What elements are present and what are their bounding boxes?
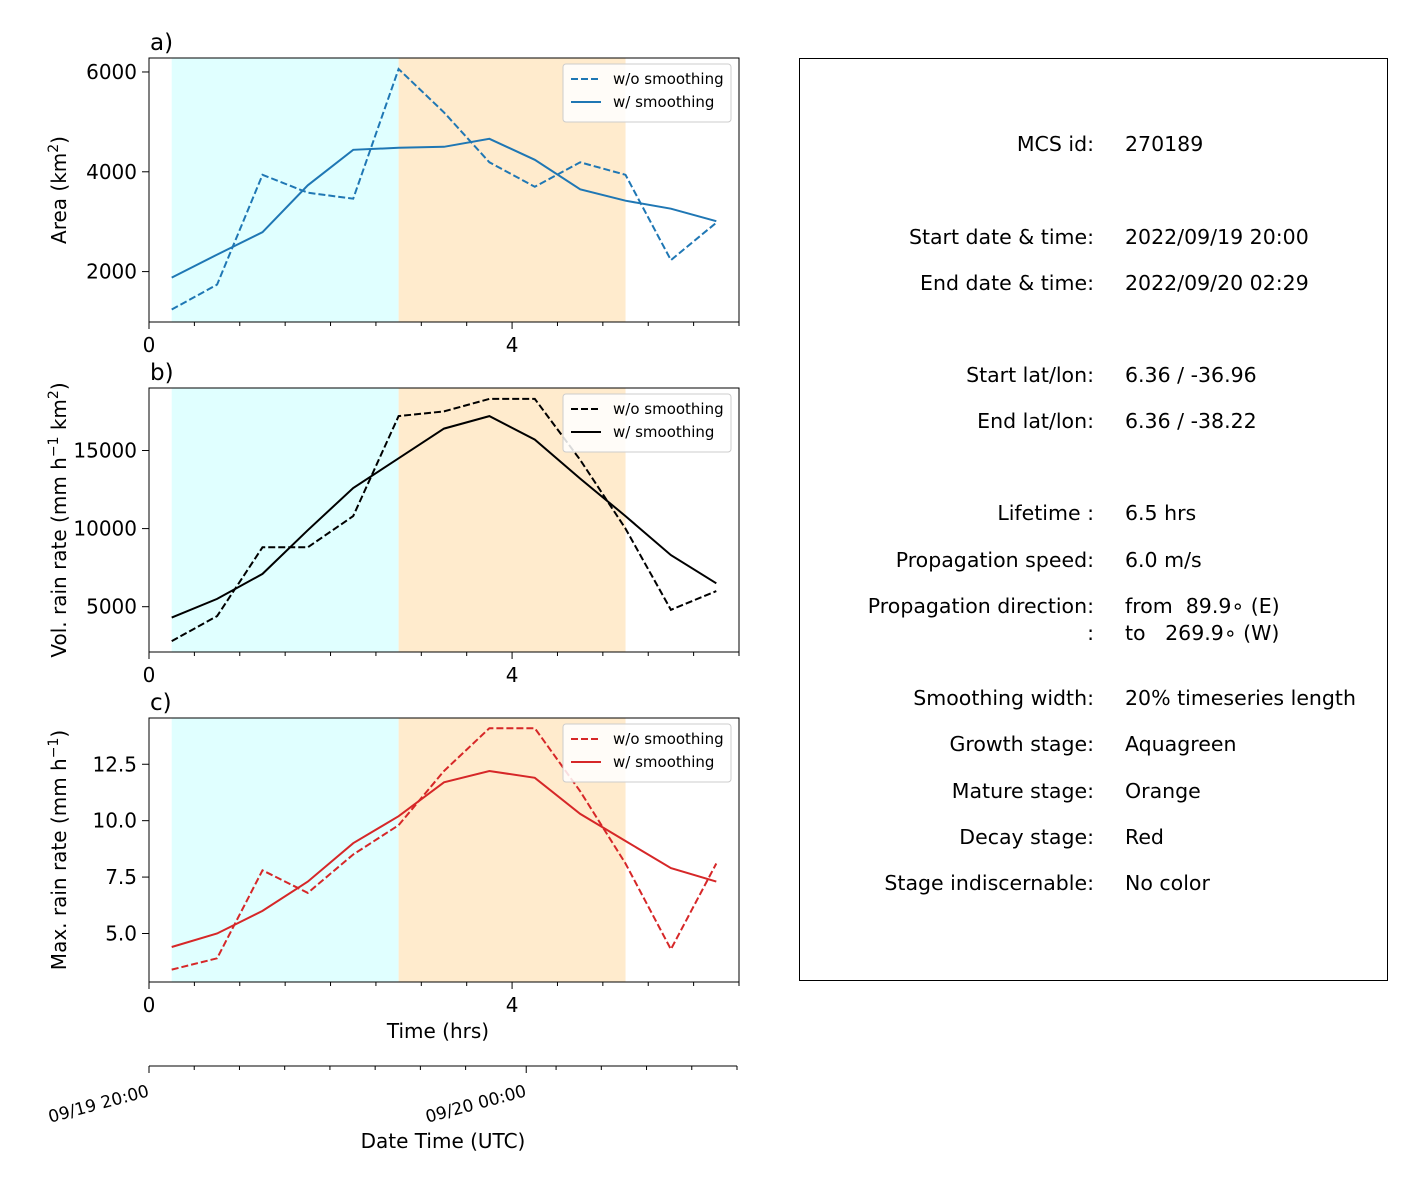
axes-frame	[148, 57, 740, 323]
info-value: 6.5 hrs	[1125, 501, 1197, 525]
y-tick-label: 15000	[73, 438, 137, 462]
info-key: Propagation direction:	[867, 594, 1094, 618]
legend: w/o smoothing w/ smoothing	[562, 723, 732, 783]
y-axis-label: Vol. rain rate (mm h−1 km2)	[46, 382, 71, 657]
x-tick-label: 0	[143, 993, 156, 1017]
y-tick-label: 2000	[86, 260, 137, 284]
panel-label: c)	[150, 690, 172, 716]
growth-stage-shading	[171, 388, 399, 652]
info-key: Start lat/lon:	[966, 363, 1094, 387]
legend-entry: w/ smoothing	[613, 93, 714, 111]
axes-frame	[148, 387, 740, 653]
info-key: End date & time:	[920, 271, 1094, 295]
info-key: End lat/lon:	[977, 409, 1094, 433]
info-key: Mature stage:	[951, 779, 1094, 803]
legend-box	[562, 723, 732, 783]
info-value: Orange	[1125, 779, 1201, 803]
info-key: Smoothing width:	[913, 686, 1094, 710]
legend-entry: w/o smoothing	[613, 70, 724, 88]
legend-entry: w/ smoothing	[613, 753, 714, 771]
y-tick-label: 10000	[73, 517, 137, 541]
info-value: from 89.9∘ (E)	[1125, 594, 1280, 618]
growth-stage-shading	[171, 58, 399, 322]
info-value: 6.36 / -38.22	[1125, 409, 1257, 433]
x-tick-label: 4	[506, 993, 519, 1017]
info-value: to 269.9∘ (W)	[1125, 621, 1280, 645]
y-tick-label: 10.0	[92, 809, 137, 833]
datetime-tick-label: 09/19 20:00	[46, 1082, 151, 1128]
info-key: :	[1087, 621, 1094, 645]
y-tick-label: 5000	[86, 595, 137, 619]
panel-label: a)	[150, 30, 173, 56]
info-key: Decay stage:	[959, 825, 1094, 849]
chart-panel: 0 4 5.0 7.5 10.0 12.5 c) Max. rain rate (mm h−1…	[46, 690, 740, 1043]
info-key: Start date & time:	[908, 225, 1094, 249]
y-tick-label: 12.5	[92, 752, 137, 776]
series-line-raw	[171, 727, 718, 971]
axes-frame	[148, 717, 740, 983]
info-key: Lifetime :	[997, 501, 1094, 525]
y-tick-label: 6000	[86, 60, 137, 84]
series-line-smoothed	[171, 769, 717, 948]
info-value: 6.0 m/s	[1125, 548, 1202, 572]
x-axis-label: Time (hrs)	[386, 1019, 489, 1043]
y-tick-label: 4000	[86, 160, 137, 184]
datetime-tick-label: 09/20 00:00	[423, 1082, 528, 1128]
info-key: Growth stage:	[949, 732, 1094, 756]
y-tick-label: 7.5	[105, 865, 137, 889]
x-tick-label: 4	[506, 333, 519, 357]
x-tick-label: 0	[143, 663, 156, 687]
legend-box	[562, 63, 732, 123]
legend-entry: w/o smoothing	[613, 730, 724, 748]
legend: w/o smoothing w/ smoothing	[562, 63, 732, 123]
series-line-smoothed	[171, 137, 717, 279]
legend-box	[562, 393, 732, 453]
y-axis-label: Max. rain rate (mm h−1)	[46, 730, 71, 970]
info-value: No color	[1125, 871, 1210, 895]
info-value: Red	[1125, 825, 1164, 849]
series-line-raw	[171, 67, 717, 311]
info-value: 6.36 / -36.96	[1125, 363, 1257, 387]
mcs-info-panel: MCS id: 270189 Start date & time: 2022/09/…	[799, 58, 1388, 981]
chart-panel: 0 4 5000 10000 15000 b) Vol. rain rate (mm h−1…	[46, 360, 740, 687]
panel-label: b)	[150, 360, 174, 386]
info-key: MCS id:	[1016, 132, 1094, 156]
info-value: 2022/09/19 20:00	[1125, 225, 1309, 249]
x-tick-label: 0	[143, 333, 156, 357]
series-line-smoothed	[171, 415, 717, 619]
info-value: Aquagreen	[1125, 732, 1237, 756]
info-key: Propagation speed:	[895, 548, 1094, 572]
series-line-raw	[171, 397, 717, 642]
y-axis-label: Area (km2)	[46, 136, 71, 244]
info-value: 270189	[1125, 132, 1204, 156]
legend: w/o smoothing w/ smoothing	[562, 393, 732, 453]
y-tick-label: 5.0	[105, 921, 137, 945]
info-key: Stage indiscernable:	[884, 871, 1094, 895]
info-value: 2022/09/20 02:29	[1125, 271, 1309, 295]
legend-entry: w/ smoothing	[613, 423, 714, 441]
x-tick-label: 4	[506, 663, 519, 687]
info-value: 20% timeseries length	[1125, 686, 1356, 710]
growth-stage-shading	[171, 718, 399, 982]
datetime-axis-label: Date Time (UTC)	[361, 1129, 526, 1153]
legend-entry: w/o smoothing	[613, 400, 724, 418]
